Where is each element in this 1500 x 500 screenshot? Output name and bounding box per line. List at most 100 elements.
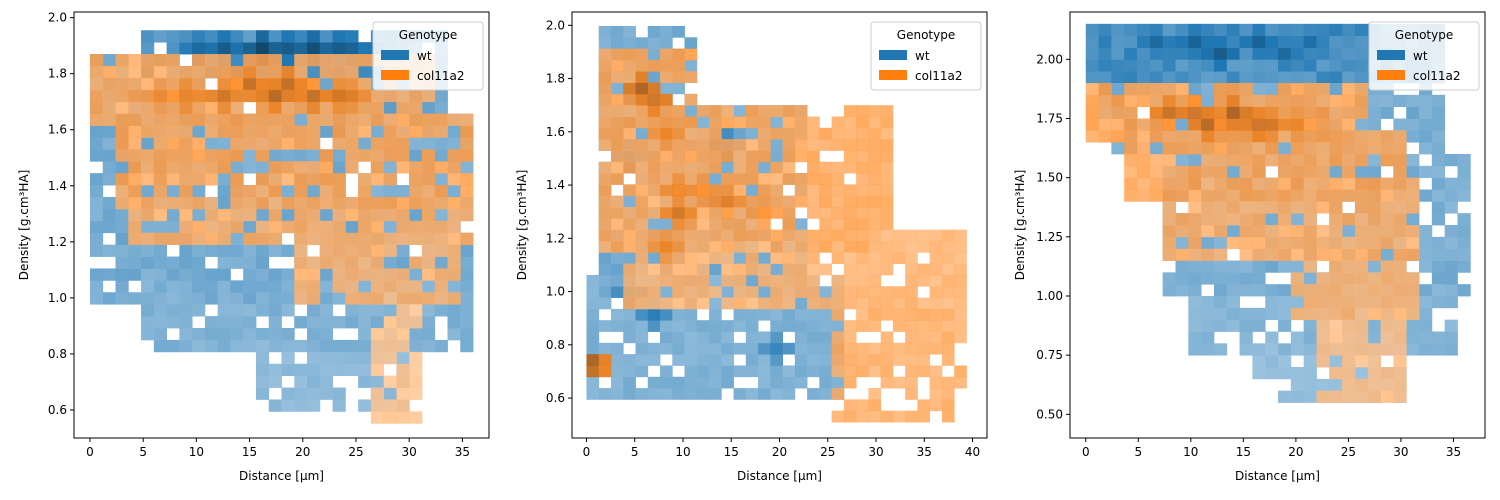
heatmap-cell xyxy=(268,304,282,317)
heatmap-cell xyxy=(684,342,698,355)
heatmap-cell xyxy=(586,331,600,344)
heatmap-cell xyxy=(856,207,869,219)
heatmap-cell xyxy=(807,263,820,276)
heatmap-cell xyxy=(1239,35,1253,48)
y-tick-label: 2.0 xyxy=(546,18,565,32)
heatmap-cell xyxy=(831,388,845,400)
heatmap-cell xyxy=(1201,94,1215,108)
heatmap-cell xyxy=(807,127,820,140)
heatmap-cell xyxy=(1329,130,1343,143)
heatmap-cell xyxy=(941,399,955,412)
heatmap-cell xyxy=(421,328,436,341)
heatmap-cell xyxy=(409,185,423,198)
heatmap-cell xyxy=(141,232,155,246)
y-tick-label: 1.4 xyxy=(48,179,67,193)
heatmap-cell xyxy=(358,173,372,186)
heatmap-cell xyxy=(1175,94,1189,108)
heatmap-cell xyxy=(623,252,636,265)
heatmap-cell xyxy=(1252,23,1266,37)
heatmap-cell xyxy=(1419,189,1433,202)
heatmap-cell xyxy=(1175,35,1189,48)
heatmap-cell xyxy=(447,280,461,293)
heatmap-cell xyxy=(1393,142,1407,155)
heatmap-cell xyxy=(1239,343,1253,356)
heatmap-cell xyxy=(1098,59,1112,72)
heatmap-cell xyxy=(782,195,796,208)
heatmap-cell xyxy=(1111,130,1125,143)
heatmap-cell xyxy=(647,105,661,117)
x-tick-label: 0 xyxy=(86,445,94,459)
heatmap-cell xyxy=(794,286,808,298)
heatmap-cell xyxy=(409,101,423,114)
heatmap-cell xyxy=(831,365,845,378)
legend-swatch-wt xyxy=(1377,50,1405,60)
heatmap-cell xyxy=(856,105,869,117)
heatmap-cell xyxy=(1085,23,1099,37)
heatmap-cell xyxy=(204,280,219,293)
heatmap-cell xyxy=(672,139,685,151)
heatmap-cell xyxy=(1278,106,1292,119)
heatmap-cell xyxy=(1354,296,1369,309)
heatmap-cell xyxy=(230,101,244,114)
heatmap-cell xyxy=(770,229,783,242)
heatmap-cell xyxy=(745,218,759,231)
heatmap-cell xyxy=(153,328,167,341)
heatmap-cell xyxy=(696,195,710,208)
heatmap-cell xyxy=(672,116,685,129)
heatmap-cell xyxy=(635,308,649,321)
heatmap-cell xyxy=(460,292,474,305)
heatmap-cell xyxy=(1444,260,1458,273)
heatmap-cell xyxy=(243,316,257,329)
heatmap-cell xyxy=(794,354,808,366)
heatmap-cell xyxy=(684,331,698,344)
heatmap-cell xyxy=(905,274,918,287)
heatmap-cell xyxy=(409,363,423,377)
heatmap-cell xyxy=(115,149,129,162)
heatmap-cell xyxy=(880,410,894,423)
heatmap-cell xyxy=(319,244,333,257)
heatmap-cell xyxy=(217,173,231,186)
heatmap-cell xyxy=(1278,94,1292,108)
heatmap-cell xyxy=(782,286,796,298)
heatmap-cell xyxy=(141,292,155,305)
x-tick-label: 5 xyxy=(1134,445,1142,459)
heatmap-cell xyxy=(1342,272,1356,285)
heatmap-cell xyxy=(709,207,722,219)
heatmap-cell xyxy=(1419,106,1433,119)
heatmap-cell xyxy=(647,286,661,298)
heatmap-cell xyxy=(758,240,771,253)
heatmap-cell xyxy=(1354,319,1369,332)
heatmap-cell xyxy=(1329,319,1343,332)
heatmap-cell xyxy=(383,185,397,198)
heatmap-cell xyxy=(128,89,142,103)
heatmap-cell xyxy=(383,161,397,174)
heatmap-cell xyxy=(1303,236,1317,250)
heatmap-cell xyxy=(1162,23,1176,37)
heatmap-cell xyxy=(1380,378,1394,392)
heatmap-cell xyxy=(941,286,955,298)
heatmap-cell xyxy=(598,173,612,185)
heatmap-cell xyxy=(880,263,894,276)
heatmap-cell xyxy=(684,195,698,208)
heatmap-cell xyxy=(1393,296,1407,309)
x-axis-label: Distance [μm] xyxy=(239,469,324,483)
heatmap-cell xyxy=(1213,177,1228,190)
heatmap-cell xyxy=(880,127,894,140)
heatmap-cell xyxy=(1406,272,1420,285)
heatmap-cell xyxy=(598,365,612,378)
heatmap-cell xyxy=(856,252,869,265)
heatmap-cell xyxy=(1278,319,1292,332)
heatmap-cell xyxy=(230,220,244,234)
heatmap-cell xyxy=(1303,35,1317,48)
heatmap-cell xyxy=(1265,118,1279,131)
heatmap-cell xyxy=(345,256,359,269)
heatmap-cell xyxy=(770,116,783,129)
heatmap-cell xyxy=(868,354,882,366)
heatmap-cell xyxy=(623,71,636,83)
heatmap-cell xyxy=(721,173,734,185)
heatmap-cell xyxy=(319,42,333,55)
heatmap-cell xyxy=(1124,23,1138,37)
heatmap-cell xyxy=(1354,307,1369,321)
heatmap-cell xyxy=(307,328,321,341)
heatmap-cell xyxy=(623,376,636,389)
